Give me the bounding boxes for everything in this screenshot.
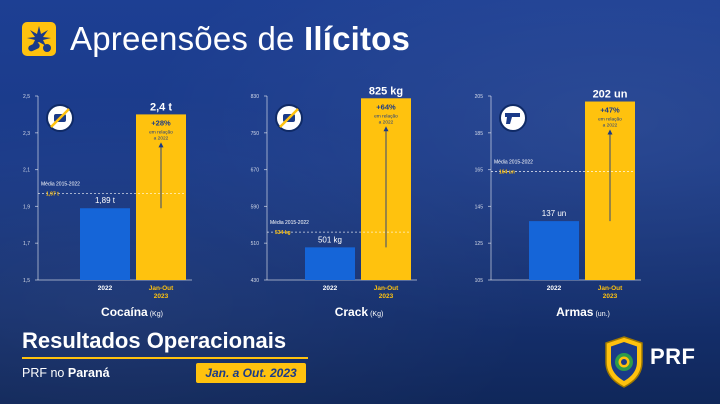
bar-2022: [305, 247, 355, 280]
growth-arrow-head: [383, 126, 389, 132]
y-tick-label: 590: [251, 204, 260, 210]
average-value-label: 164 un: [499, 169, 515, 175]
value-label-2022: 1,89 t: [95, 196, 116, 205]
growth-note-line-1: em relação: [598, 117, 622, 123]
footer-subtitle: PRF no Paraná: [22, 366, 110, 380]
bar-2022: [80, 208, 130, 280]
growth-arrow-head: [158, 142, 164, 148]
y-tick-label: 1,5: [23, 278, 30, 284]
y-tick-label: 1,9: [23, 204, 30, 210]
value-label-2023: 825 kg: [369, 85, 403, 97]
gun-shape: [505, 113, 520, 124]
growth-label: +28%: [151, 118, 171, 127]
category-label-2022: 2022: [323, 285, 338, 292]
y-tick-label: 2,3: [23, 131, 30, 137]
x-axis-title-name: Crack: [335, 305, 369, 319]
category-label-2023-line-1: Jan-Out: [374, 285, 399, 292]
chart-panel-2: 830 750 670 590 510 430 Média 2015-2022 534 kg 5…: [251, 85, 417, 319]
growth-arrow-head: [607, 129, 613, 135]
prohibition-slash: [50, 108, 70, 128]
x-axis-title: Crack (Kg): [335, 305, 384, 319]
x-axis-title-name: Armas: [556, 305, 594, 319]
x-axis-title-unit: (Kg): [150, 311, 163, 318]
y-tick-label: 430: [251, 278, 260, 284]
category-label-2023-line-2: 2023: [379, 293, 394, 300]
average-label: Média 2015-2022: [41, 182, 80, 188]
y-tick-label: 185: [475, 131, 484, 137]
bar-2022: [529, 221, 579, 280]
brand-logo: PRF: [650, 344, 696, 369]
gun-icon: [499, 104, 527, 132]
prf-police-badge-icon: [602, 336, 646, 388]
average-label: Média 2015-2022: [270, 220, 309, 226]
y-tick-label: 145: [475, 204, 484, 210]
growth-label: +64%: [376, 102, 396, 111]
category-label-2022: 2022: [547, 285, 562, 292]
category-label-2023-line-1: Jan-Out: [598, 285, 623, 292]
value-label-2022: 137 un: [542, 209, 566, 218]
average-value-label: 534 kg: [275, 230, 291, 236]
x-axis-title: Armas (un.): [556, 305, 610, 319]
x-axis-title-unit: (Kg): [370, 311, 383, 318]
prohibition-slash: [279, 108, 299, 128]
growth-note-line-1: em relação: [149, 129, 173, 135]
chart-panel-3: 205 185 165 145 125 105 Média 2015-2022 164 un 1…: [475, 89, 641, 319]
growth-note-line-2: a 2022: [603, 123, 618, 129]
x-axis-title: Cocaína (Kg): [101, 305, 163, 319]
y-tick-label: 670: [251, 168, 260, 174]
value-label-2023: 202 un: [593, 89, 628, 101]
x-axis-title-unit: (un.): [595, 311, 609, 318]
y-tick-label: 830: [251, 94, 260, 100]
footer-underline: [22, 357, 308, 359]
category-label-2023-line-2: 2023: [154, 293, 169, 300]
y-tick-label: 510: [251, 241, 260, 247]
y-tick-label: 2,1: [23, 168, 30, 174]
y-tick-label: 105: [475, 278, 484, 284]
period-badge: Jan. a Out. 2023: [196, 363, 306, 383]
average-value-label: 1,97 t: [46, 192, 59, 198]
no-drugs-icon: [46, 104, 74, 132]
growth-note-line-2: a 2022: [379, 119, 394, 125]
y-tick-label: 125: [475, 241, 484, 247]
average-label: Média 2015-2022: [494, 159, 533, 165]
y-tick-label: 750: [251, 131, 260, 137]
y-tick-label: 165: [475, 168, 484, 174]
y-tick-label: 2,5: [23, 94, 30, 100]
category-label-2023-line-1: Jan-Out: [149, 285, 174, 292]
growth-note-line-1: em relação: [374, 113, 398, 119]
x-axis-title-name: Cocaína: [101, 305, 148, 319]
no-crack-icon: [275, 104, 303, 132]
cannabis-pill-icon: [22, 22, 56, 56]
y-tick-label: 205: [475, 94, 484, 100]
chart-panel-1: 2,5 2,3 2,1 1,9 1,7 1,5 Média 2015-2022 1,97 t 1…: [23, 94, 192, 319]
page-title: Apreensões de Ilícitos: [70, 20, 411, 57]
value-label-2023: 2,4 t: [150, 101, 172, 113]
gun-icon-bg: [499, 104, 527, 132]
growth-label: +47%: [600, 106, 620, 115]
value-label-2022: 501 kg: [318, 235, 342, 244]
y-tick-label: 1,7: [23, 241, 30, 247]
growth-note-line-2: a 2022: [154, 135, 169, 141]
category-label-2023-line-2: 2023: [603, 293, 618, 300]
footer-title: Resultados Operacionais: [22, 328, 287, 353]
category-label-2022: 2022: [98, 285, 113, 292]
